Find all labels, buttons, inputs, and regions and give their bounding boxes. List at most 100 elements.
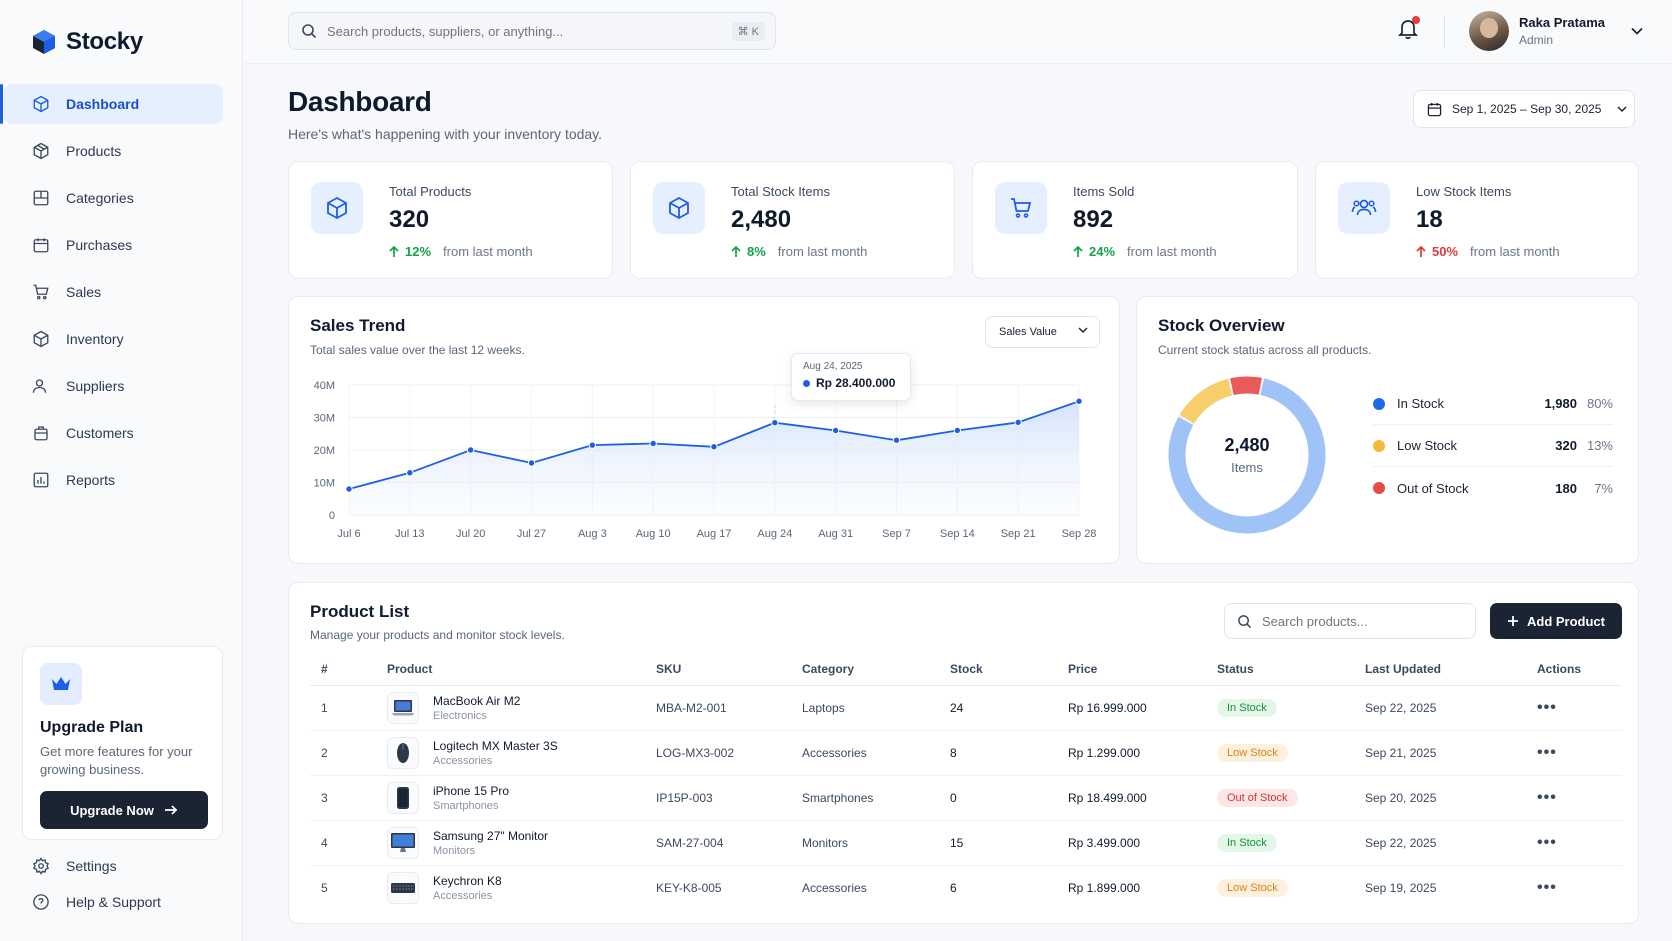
stock-cell: 0 bbox=[939, 775, 1057, 821]
legend-label: In Stock bbox=[1397, 396, 1444, 411]
sidebar-item-sales[interactable]: Sales bbox=[4, 272, 223, 312]
x-tick-label: Aug 3 bbox=[578, 528, 607, 540]
x-tick-label: Aug 31 bbox=[818, 528, 853, 540]
y-tick-label: 20M bbox=[314, 445, 335, 457]
sidebar-item-products[interactable]: Products bbox=[4, 131, 223, 171]
sku-cell: MBA-M2-001 bbox=[645, 685, 791, 731]
column-header-price: Price bbox=[1057, 653, 1206, 686]
status-badge: Low Stock bbox=[1217, 878, 1288, 897]
product-cell: Keychron K8 Accessories bbox=[376, 865, 645, 910]
sidebar-item-dashboard[interactable]: Dashboard bbox=[0, 84, 223, 124]
chevron-down-icon bbox=[1631, 27, 1643, 35]
sales-trend-subtitle: Total sales value over the last 12 weeks… bbox=[310, 343, 525, 357]
sales-trend-card: 0 10M 20M 30M 40M Jul 6 Jul 13 Jul 20 Jul 27 Aug … bbox=[288, 296, 1120, 564]
divider bbox=[1444, 16, 1445, 48]
legend-dot bbox=[1373, 397, 1385, 410]
product-cell: MacBook Air M2 Electronics bbox=[376, 685, 645, 731]
product-category: Smartphones bbox=[433, 799, 499, 812]
sidebar-item-label: Customers bbox=[66, 425, 134, 441]
legend-label: Low Stock bbox=[1397, 438, 1457, 453]
brand[interactable]: Stocky bbox=[32, 28, 143, 56]
product-name: iPhone 15 Pro bbox=[433, 783, 510, 798]
sidebar-item-reports[interactable]: Reports bbox=[4, 460, 223, 500]
sidebar-item-customers[interactable]: Customers bbox=[4, 413, 223, 453]
more-options-icon[interactable]: ••• bbox=[1537, 833, 1557, 851]
table-row[interactable]: 5 Keychron K8 Accessories KEY-K8-005 Acce… bbox=[310, 865, 1622, 910]
stat-value: 2,480 bbox=[731, 206, 792, 233]
sidebar-item-purchases[interactable]: Purchases bbox=[4, 225, 223, 265]
more-options-icon[interactable]: ••• bbox=[1537, 698, 1557, 716]
actions-cell: ••• bbox=[1526, 730, 1622, 776]
sidebar-item-suppliers[interactable]: Suppliers bbox=[4, 366, 223, 406]
legend-count: 320 bbox=[1555, 438, 1577, 453]
x-tick-label: Jul 13 bbox=[395, 528, 424, 540]
legend-row-in-stock: In Stock 1,980 80% bbox=[1373, 383, 1613, 425]
notifications-button[interactable] bbox=[1397, 16, 1420, 45]
data-point bbox=[649, 439, 657, 448]
row-number: 1 bbox=[310, 685, 376, 731]
metric-select[interactable]: Sales Value bbox=[985, 316, 1100, 348]
add-product-button[interactable]: Add Product bbox=[1490, 603, 1622, 639]
more-options-icon[interactable]: ••• bbox=[1537, 743, 1557, 761]
product-search[interactable] bbox=[1224, 603, 1476, 639]
data-point bbox=[771, 419, 779, 427]
product-table: # Product SKU Category Stock Price Statu… bbox=[310, 653, 1622, 910]
stock-cell: 15 bbox=[939, 820, 1057, 866]
sidebar-item-label: Sales bbox=[66, 284, 102, 300]
actions-cell: ••• bbox=[1526, 775, 1622, 821]
product-list-card: Product List Manage your products and mo… bbox=[288, 582, 1639, 924]
date-range-picker[interactable]: Sep 1, 2025 – Sep 30, 2025 bbox=[1413, 90, 1635, 128]
product-list-subtitle: Manage your products and monitor stock l… bbox=[310, 628, 565, 642]
sidebar-item-label: Products bbox=[66, 143, 122, 159]
data-point bbox=[831, 426, 840, 435]
calendar-icon bbox=[1427, 102, 1442, 116]
search-input[interactable] bbox=[327, 23, 717, 39]
product-search-input[interactable] bbox=[1262, 613, 1462, 629]
stat-change-pct: 50% bbox=[1432, 244, 1459, 259]
series-area bbox=[349, 401, 1079, 515]
actions-cell: ••• bbox=[1526, 685, 1622, 731]
table-row[interactable]: 1 MacBook Air M2 Electronics MBA-M2-001 L… bbox=[310, 685, 1622, 731]
user-menu[interactable]: Raka Pratama Admin bbox=[1469, 11, 1643, 51]
data-point bbox=[466, 446, 475, 454]
arrow-up-icon bbox=[1073, 245, 1083, 257]
donut-total: 2,480 bbox=[1224, 435, 1270, 455]
table-row[interactable]: 4 Samsung 27" Monitor Monitors SAM-27-004… bbox=[310, 820, 1622, 866]
stock-cell: 8 bbox=[939, 730, 1057, 776]
customers-icon bbox=[34, 426, 48, 441]
updated-cell: Sep 21, 2025 bbox=[1354, 730, 1526, 776]
more-options-icon[interactable]: ••• bbox=[1537, 788, 1557, 806]
sidebar-item-categories[interactable]: Categories bbox=[4, 178, 223, 218]
global-search[interactable]: ⌘ K bbox=[288, 12, 776, 50]
user-name: Raka Pratama bbox=[1519, 15, 1605, 30]
actions-cell: ••• bbox=[1526, 865, 1622, 910]
updated-cell: Sep 19, 2025 bbox=[1365, 880, 1437, 895]
sidebar-item-label: Dashboard bbox=[66, 96, 140, 112]
data-point bbox=[1014, 418, 1022, 427]
sku-cell: LOG-MX3-002 bbox=[645, 730, 791, 776]
price-cell: Rp 18.499.000 bbox=[1057, 775, 1206, 821]
chevron-down-icon bbox=[1617, 105, 1627, 112]
price-cell: Rp 1.299.000 bbox=[1057, 730, 1206, 776]
product-name: Samsung 27" Monitor bbox=[433, 828, 548, 843]
sidebar-item-settings[interactable]: Settings bbox=[0, 848, 243, 884]
product-list-title: Product List bbox=[310, 602, 410, 621]
status-badge: In Stock bbox=[1217, 698, 1277, 717]
more-options-icon[interactable]: ••• bbox=[1537, 878, 1557, 896]
data-point bbox=[892, 436, 901, 444]
legend-pct: 13% bbox=[1586, 438, 1613, 453]
sidebar-item-inventory[interactable]: Inventory bbox=[4, 319, 223, 359]
sidebar-item-help[interactable]: Help & Support bbox=[0, 884, 243, 920]
data-point bbox=[527, 459, 536, 467]
upgrade-now-button[interactable]: Upgrade Now bbox=[40, 791, 208, 829]
status-badge: In Stock bbox=[1217, 833, 1277, 852]
sidebar-item-label: Help & Support bbox=[66, 894, 161, 910]
table-row[interactable]: 3 iPhone 15 Pro Smartphones IP15P-003 Sma… bbox=[310, 775, 1622, 821]
tooltip-dot bbox=[803, 379, 810, 387]
gear-icon bbox=[32, 857, 50, 875]
legend-count: 180 bbox=[1555, 480, 1577, 496]
status-cell: In Stock bbox=[1206, 685, 1354, 731]
table-row[interactable]: 2 Logitech MX Master 3S Accessories LOG-M… bbox=[310, 730, 1622, 776]
price-cell: Rp 3.499.000 bbox=[1057, 820, 1206, 866]
x-tick-label: Sep 14 bbox=[940, 528, 975, 540]
